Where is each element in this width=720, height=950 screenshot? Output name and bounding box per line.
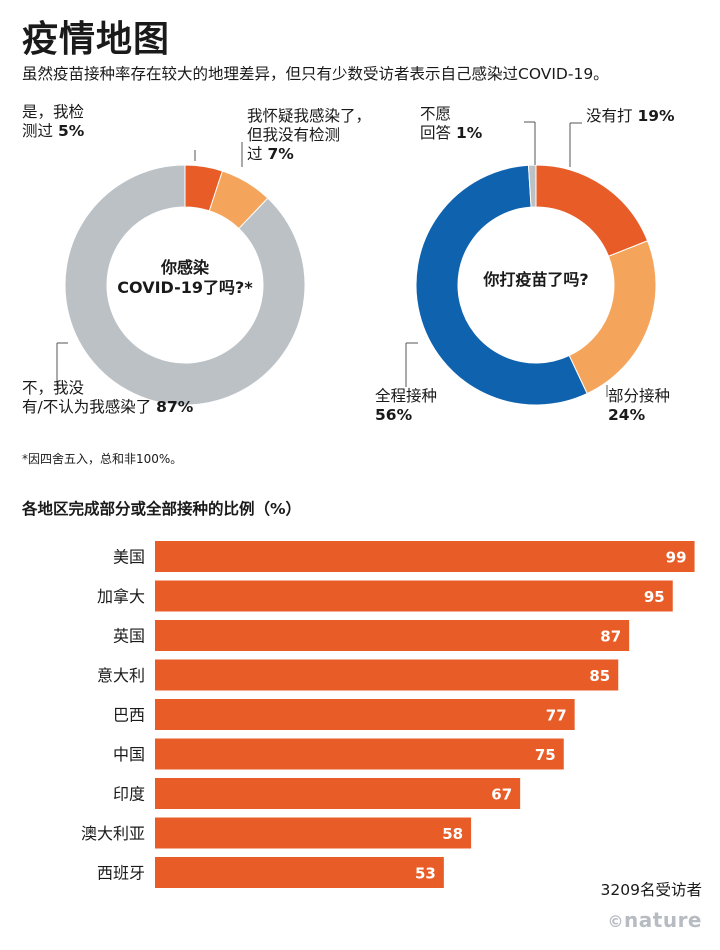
respondent-count: 3209名受访者 xyxy=(600,881,702,899)
donut-vaccine-slice-0 xyxy=(535,164,649,257)
bar-category-label: 英国 xyxy=(113,627,145,646)
donut-infection-center-label: 你感染 COVID-19了吗?* xyxy=(117,258,253,297)
bar-category-label: 意大利 xyxy=(97,666,145,685)
label-declined: 不愿 回答 1% xyxy=(420,105,483,142)
page-subtitle: 虽然疫苗接种率存在较大的地理差异，但只有少数受访者表示自己感染过COVID-19… xyxy=(22,65,609,83)
label-not-infected: 不，我没 有/不认为我感染了 87% xyxy=(22,379,194,416)
bar-category-label: 印度 xyxy=(113,785,145,804)
bar-value-label: 95 xyxy=(644,588,665,606)
bar-value-label: 77 xyxy=(546,707,567,725)
bar-value-label: 53 xyxy=(415,865,436,883)
bar-value-label: 67 xyxy=(491,786,512,804)
bar-chart: 美国 99 加拿大 95 英国 87 意大利 85 巴西 77 中国 75 印度 67 澳大利亚 58 西班牙 5… xyxy=(0,535,720,895)
label-partial: 部分接种 24% xyxy=(608,387,671,424)
bar xyxy=(155,738,564,770)
donut-vaccine-slice-3 xyxy=(527,164,537,208)
bar-value-label: 85 xyxy=(589,667,610,685)
nature-logo-text: nature xyxy=(624,908,702,932)
bar xyxy=(155,699,575,730)
page-title: 疫情地图 xyxy=(22,19,171,60)
donut-vaccine-center-label: 你打疫苗了吗? xyxy=(483,270,589,289)
bar-svg: 美国 99 加拿大 95 英国 87 意大利 85 巴西 77 中国 75 印度 67 澳大利亚 58 西班牙 5… xyxy=(81,541,695,888)
bar-value-label: 58 xyxy=(442,825,463,843)
bar-category-label: 巴西 xyxy=(113,706,145,725)
label-not-vaccinated: 没有打 19% xyxy=(586,107,675,125)
donut-vaccine-slice-1 xyxy=(568,240,657,395)
bar-value-label: 75 xyxy=(535,746,556,764)
bar xyxy=(155,541,695,572)
bar xyxy=(155,817,472,849)
label-suspected: 我怀疑我感染了， 但我没有检测 过 7% xyxy=(247,107,372,163)
bar-value-label: 87 xyxy=(600,628,621,646)
bar-category-label: 美国 xyxy=(113,548,145,567)
donut-infection-slice-2 xyxy=(64,164,306,406)
label-full: 全程接种 56% xyxy=(375,387,438,424)
bar xyxy=(155,778,521,809)
bar xyxy=(155,857,444,888)
bar-category-label: 中国 xyxy=(113,745,145,764)
bar-chart-title: 各地区完成部分或全部接种的比例（%） xyxy=(22,500,302,518)
footnote: *因四舍五入，总和非100%。 xyxy=(22,452,183,466)
bar xyxy=(155,659,619,691)
bar-category-label: 西班牙 xyxy=(97,864,145,883)
nature-logo: ©nature xyxy=(607,908,702,932)
bar xyxy=(155,620,630,651)
bar-category-label: 澳大利亚 xyxy=(81,824,145,843)
label-tested-yes: 是，我检 测过 5% xyxy=(22,103,85,140)
bar-value-label: 99 xyxy=(666,549,687,567)
bar-category-label: 加拿大 xyxy=(97,587,145,606)
bar xyxy=(155,580,673,612)
donut-charts: 是，我检 测过 5% 我怀疑我感染了， 但我没有检测 过 7% 不，我没 有/不… xyxy=(0,95,720,435)
donut-vaccine-slice-2 xyxy=(415,164,588,406)
donut-svg xyxy=(56,121,657,406)
